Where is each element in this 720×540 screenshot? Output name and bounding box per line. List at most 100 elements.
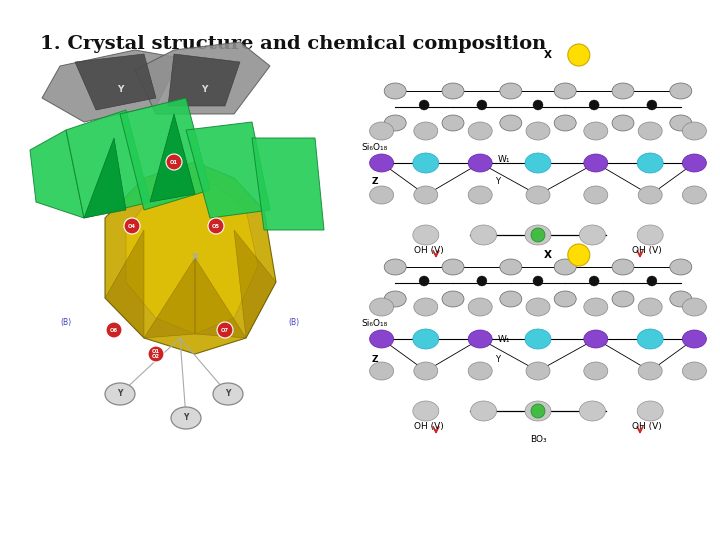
Ellipse shape bbox=[637, 329, 663, 349]
Polygon shape bbox=[195, 258, 246, 338]
Circle shape bbox=[531, 404, 545, 418]
Ellipse shape bbox=[468, 298, 492, 316]
Circle shape bbox=[477, 276, 487, 286]
Ellipse shape bbox=[683, 154, 706, 172]
Circle shape bbox=[647, 100, 657, 110]
Polygon shape bbox=[105, 162, 276, 354]
Ellipse shape bbox=[580, 401, 606, 421]
Ellipse shape bbox=[525, 329, 551, 349]
Text: 1. Crystal structure and chemical composition: 1. Crystal structure and chemical compos… bbox=[40, 35, 546, 53]
Ellipse shape bbox=[413, 225, 438, 245]
Polygon shape bbox=[84, 138, 126, 218]
Ellipse shape bbox=[471, 401, 497, 421]
Ellipse shape bbox=[683, 122, 706, 140]
Ellipse shape bbox=[637, 153, 663, 173]
Circle shape bbox=[106, 322, 122, 338]
Circle shape bbox=[531, 228, 545, 242]
Ellipse shape bbox=[612, 291, 634, 307]
Circle shape bbox=[477, 100, 487, 110]
Ellipse shape bbox=[670, 259, 692, 275]
Ellipse shape bbox=[526, 362, 550, 380]
Text: (B): (B) bbox=[289, 318, 300, 327]
Circle shape bbox=[589, 100, 599, 110]
Ellipse shape bbox=[637, 401, 663, 421]
Ellipse shape bbox=[638, 122, 662, 140]
Polygon shape bbox=[75, 54, 156, 110]
Ellipse shape bbox=[384, 115, 406, 131]
Ellipse shape bbox=[526, 122, 550, 140]
Ellipse shape bbox=[468, 154, 492, 172]
Polygon shape bbox=[144, 258, 195, 338]
Polygon shape bbox=[42, 50, 180, 122]
Text: Z: Z bbox=[372, 354, 378, 363]
Ellipse shape bbox=[442, 115, 464, 131]
Text: Y: Y bbox=[201, 85, 207, 94]
Ellipse shape bbox=[442, 259, 464, 275]
Ellipse shape bbox=[414, 122, 438, 140]
Ellipse shape bbox=[526, 186, 550, 204]
Ellipse shape bbox=[612, 259, 634, 275]
Ellipse shape bbox=[584, 298, 608, 316]
Circle shape bbox=[419, 100, 429, 110]
Ellipse shape bbox=[171, 407, 201, 429]
Text: W₁: W₁ bbox=[498, 154, 510, 164]
Ellipse shape bbox=[580, 225, 606, 245]
Ellipse shape bbox=[500, 115, 522, 131]
Text: Si₆O₁₈: Si₆O₁₈ bbox=[361, 143, 387, 152]
Polygon shape bbox=[252, 138, 324, 230]
Ellipse shape bbox=[612, 83, 634, 99]
Ellipse shape bbox=[369, 330, 394, 348]
Text: Y: Y bbox=[495, 177, 500, 186]
Ellipse shape bbox=[554, 291, 576, 307]
Text: OH (V): OH (V) bbox=[414, 422, 444, 431]
Ellipse shape bbox=[554, 259, 576, 275]
Ellipse shape bbox=[413, 401, 438, 421]
Circle shape bbox=[533, 100, 543, 110]
Ellipse shape bbox=[670, 115, 692, 131]
Text: O7: O7 bbox=[221, 327, 229, 333]
Ellipse shape bbox=[525, 401, 551, 421]
Text: W₁: W₁ bbox=[498, 334, 510, 343]
Ellipse shape bbox=[369, 298, 394, 316]
Circle shape bbox=[419, 276, 429, 286]
Circle shape bbox=[568, 244, 590, 266]
Ellipse shape bbox=[500, 291, 522, 307]
Ellipse shape bbox=[384, 83, 406, 99]
Ellipse shape bbox=[525, 225, 551, 245]
Ellipse shape bbox=[213, 383, 243, 405]
Text: O1
O2: O1 O2 bbox=[152, 349, 160, 360]
Text: X: X bbox=[544, 250, 552, 260]
Ellipse shape bbox=[612, 115, 634, 131]
Ellipse shape bbox=[500, 259, 522, 275]
Ellipse shape bbox=[525, 153, 551, 173]
Text: Z: Z bbox=[372, 177, 378, 186]
Polygon shape bbox=[30, 130, 84, 218]
Ellipse shape bbox=[683, 298, 706, 316]
Ellipse shape bbox=[413, 329, 438, 349]
Polygon shape bbox=[126, 178, 258, 334]
Ellipse shape bbox=[369, 122, 394, 140]
Polygon shape bbox=[186, 122, 270, 218]
Ellipse shape bbox=[683, 362, 706, 380]
Text: O4: O4 bbox=[128, 224, 136, 228]
Polygon shape bbox=[234, 230, 276, 338]
Text: Y: Y bbox=[225, 389, 230, 399]
Text: Y: Y bbox=[184, 414, 189, 422]
Ellipse shape bbox=[500, 83, 522, 99]
Text: BO₃: BO₃ bbox=[530, 435, 546, 443]
Ellipse shape bbox=[638, 186, 662, 204]
Ellipse shape bbox=[670, 83, 692, 99]
Ellipse shape bbox=[442, 83, 464, 99]
Ellipse shape bbox=[413, 153, 438, 173]
Ellipse shape bbox=[683, 330, 706, 348]
Polygon shape bbox=[120, 98, 210, 210]
Ellipse shape bbox=[670, 291, 692, 307]
Text: OH (V): OH (V) bbox=[414, 246, 444, 255]
Ellipse shape bbox=[584, 154, 608, 172]
Text: OH (V): OH (V) bbox=[632, 422, 662, 431]
Circle shape bbox=[647, 276, 657, 286]
Polygon shape bbox=[105, 230, 144, 338]
Text: X: X bbox=[544, 50, 552, 60]
Ellipse shape bbox=[369, 186, 394, 204]
Circle shape bbox=[208, 218, 224, 234]
